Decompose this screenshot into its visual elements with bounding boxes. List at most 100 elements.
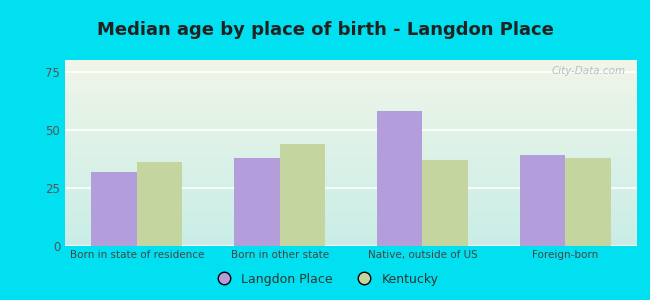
Bar	[65, 130, 637, 131]
Bar	[65, 113, 637, 114]
Bar	[65, 97, 637, 98]
Bar	[65, 172, 637, 173]
Bar	[65, 181, 637, 182]
Bar	[65, 76, 637, 77]
Bar	[65, 184, 637, 185]
Bar	[65, 124, 637, 125]
Bar	[65, 117, 637, 118]
Bar	[566, 158, 611, 246]
Bar	[91, 172, 136, 246]
Bar	[65, 85, 637, 86]
Bar	[65, 227, 637, 228]
Bar	[65, 218, 637, 219]
Bar	[65, 77, 637, 78]
Bar	[65, 86, 637, 87]
Bar	[65, 166, 637, 167]
Bar	[65, 194, 637, 195]
Bar	[65, 183, 637, 184]
Bar	[65, 244, 637, 245]
Bar	[65, 185, 637, 187]
Bar	[65, 158, 637, 159]
Bar	[65, 201, 637, 202]
Bar	[65, 170, 637, 171]
Bar	[65, 163, 637, 164]
Bar	[65, 69, 637, 70]
Bar	[65, 200, 637, 201]
Bar	[65, 134, 637, 135]
Bar	[65, 66, 637, 67]
Bar	[65, 224, 637, 225]
Bar	[65, 154, 637, 155]
Bar	[136, 162, 183, 246]
Bar	[65, 102, 637, 103]
Bar	[65, 99, 637, 100]
Bar	[65, 103, 637, 104]
Text: Median age by place of birth - Langdon Place: Median age by place of birth - Langdon P…	[97, 21, 553, 39]
Bar	[65, 128, 637, 129]
Bar	[65, 234, 637, 235]
Bar	[65, 151, 637, 152]
Bar	[65, 236, 637, 237]
Bar	[65, 78, 637, 79]
Bar	[65, 235, 637, 236]
Bar	[65, 131, 637, 132]
Bar	[65, 239, 637, 240]
Bar	[65, 162, 637, 163]
Bar	[65, 152, 637, 153]
Bar	[65, 123, 637, 124]
Bar	[65, 217, 637, 218]
Bar	[65, 105, 637, 106]
Bar	[65, 146, 637, 147]
Bar	[65, 157, 637, 158]
Bar	[65, 100, 637, 101]
Bar	[65, 222, 637, 223]
Bar	[65, 187, 637, 188]
Bar	[65, 180, 637, 181]
Bar	[65, 142, 637, 143]
Bar	[65, 153, 637, 154]
Bar	[65, 195, 637, 196]
Bar	[65, 238, 637, 239]
Bar	[65, 68, 637, 69]
Bar	[65, 197, 637, 198]
Bar	[65, 220, 637, 221]
Bar	[65, 221, 637, 222]
Bar	[65, 230, 637, 231]
Bar	[65, 177, 637, 178]
Bar	[65, 189, 637, 190]
Bar	[65, 137, 637, 138]
Bar	[65, 223, 637, 224]
Bar	[65, 61, 637, 62]
Bar	[65, 120, 637, 122]
Bar	[65, 191, 637, 192]
Bar	[65, 64, 637, 66]
Bar	[65, 214, 637, 215]
Bar	[65, 174, 637, 175]
Bar	[65, 110, 637, 111]
Bar	[65, 207, 637, 208]
Bar	[65, 175, 637, 176]
Bar	[65, 203, 637, 204]
Bar	[65, 160, 637, 161]
Bar	[65, 89, 637, 90]
Bar	[65, 215, 637, 216]
Bar	[65, 243, 637, 244]
Bar	[65, 196, 637, 197]
Bar	[65, 190, 637, 191]
Bar	[65, 204, 637, 205]
Bar	[65, 96, 637, 97]
Bar	[65, 94, 637, 95]
Bar	[65, 229, 637, 230]
Bar	[65, 228, 637, 229]
Bar	[65, 210, 637, 211]
Bar	[65, 237, 637, 238]
Bar	[65, 139, 637, 140]
Bar	[65, 211, 637, 212]
Bar	[65, 147, 637, 148]
Bar	[65, 143, 637, 144]
Bar	[65, 136, 637, 137]
Bar	[65, 245, 637, 246]
Bar	[65, 79, 637, 80]
Bar	[65, 233, 637, 234]
Bar	[65, 109, 637, 110]
